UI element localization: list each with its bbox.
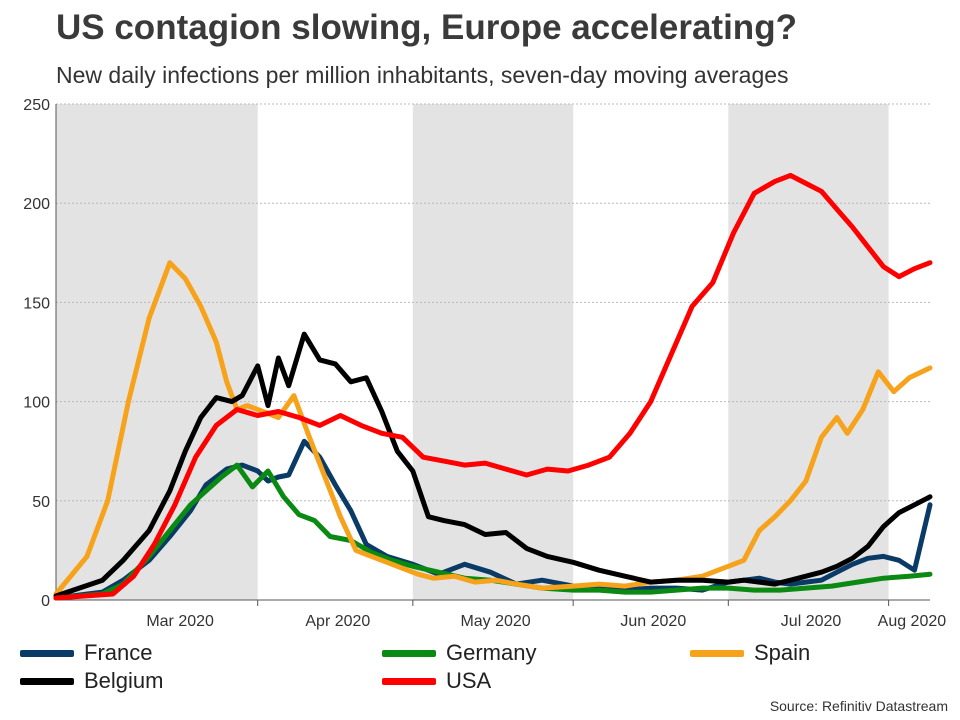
month-shade-1 (412, 104, 574, 600)
legend-swatch-germany (382, 649, 436, 657)
x-tick-label-3: Jun 2020 (620, 613, 686, 630)
legend-item-usa: USA (382, 668, 491, 694)
month-shade-2 (728, 104, 889, 600)
x-tick-label-4: Jul 2020 (781, 613, 842, 630)
series-line-germany (53, 462, 933, 601)
legend-swatch-spain (690, 649, 744, 657)
y-tick-label-200: 200 (23, 196, 50, 213)
legend-swatch-france (20, 649, 74, 657)
y-tick-label-100: 100 (23, 395, 50, 412)
source-note: Source: Refinitiv Datastream (769, 698, 948, 714)
legend-swatch-usa (382, 677, 436, 685)
legend-label-usa: USA (446, 668, 492, 693)
x-tick-label-0: Mar 2020 (146, 613, 214, 630)
chart-title: US contagion slowing, Europe acceleratin… (56, 8, 797, 47)
y-tick-label-250: 250 (23, 97, 50, 114)
series-line-spain (53, 260, 933, 597)
legend-item-spain: Spain (690, 640, 810, 666)
legend-swatch-belgium (20, 677, 74, 685)
x-tick-label-1: Apr 2020 (305, 613, 370, 630)
y-tick-label-50: 50 (32, 494, 50, 511)
legend-label-belgium: Belgium (84, 668, 164, 693)
x-tick-label-2: May 2020 (460, 613, 530, 630)
y-tick-label-150: 150 (23, 295, 50, 312)
legend-label-spain: Spain (754, 640, 811, 665)
legend-label-france: France (84, 640, 153, 665)
series-line-belgium (53, 331, 933, 599)
legend-item-belgium: Belgium (20, 668, 163, 694)
legend-item-france: France (20, 640, 152, 666)
chart-subtitle: New daily infections per million inhabit… (56, 62, 789, 88)
y-tick-label-0: 0 (41, 593, 50, 610)
month-shade-0 (56, 104, 258, 600)
x-tick-label-5: Aug 2020 (878, 613, 947, 630)
legend: France Germany Spain Belgium USA (0, 640, 960, 700)
series-line-usa (53, 172, 933, 601)
legend-label-germany: Germany (446, 640, 537, 665)
legend-item-germany: Germany (382, 640, 536, 666)
